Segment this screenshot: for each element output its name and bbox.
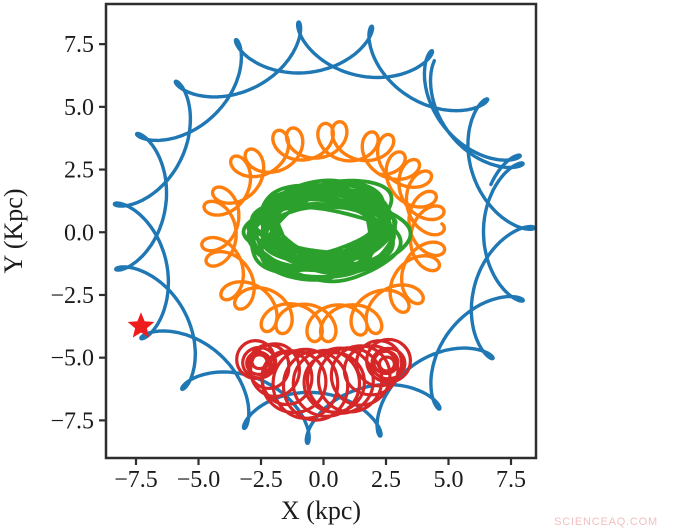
central-tangle-orbit-path	[241, 178, 413, 284]
x-axis-label: X (kpc)	[281, 496, 361, 525]
y-tick-label: −7.5	[50, 408, 94, 434]
banana-orbit-path	[235, 337, 412, 422]
x-tick-label: 0.0	[309, 467, 339, 493]
watermark: SCIENCEAQ.COM	[554, 516, 658, 528]
x-tick-label: 5.0	[434, 467, 464, 493]
x-tick-label: 2.5	[371, 467, 401, 493]
x-tick-label: −2.5	[239, 467, 283, 493]
plot-spines	[104, 2, 538, 460]
y-tick-label: 2.5	[64, 158, 94, 184]
y-tick-label: 5.0	[64, 95, 94, 121]
x-tick-label: −7.5	[114, 467, 158, 493]
y-tick-label: 7.5	[64, 32, 94, 58]
y-tick-label: −5.0	[50, 346, 94, 372]
orbit-curves	[112, 20, 537, 445]
x-tick-label: −5.0	[177, 467, 221, 493]
curly-ring-orbit-path	[200, 120, 447, 344]
axes: −7.5 −5.0 −2.5 0.0 2.5 5.0 7.5 −7.5 −5.0 −2.5 0.0 2…	[50, 2, 538, 493]
star-marker	[127, 312, 155, 338]
x-tick-label: 7.5	[496, 467, 526, 493]
y-axis-label: Y (Kpc)	[0, 189, 28, 274]
y-tick-label: 0.0	[64, 220, 94, 246]
y-tick-label: −2.5	[50, 283, 94, 309]
